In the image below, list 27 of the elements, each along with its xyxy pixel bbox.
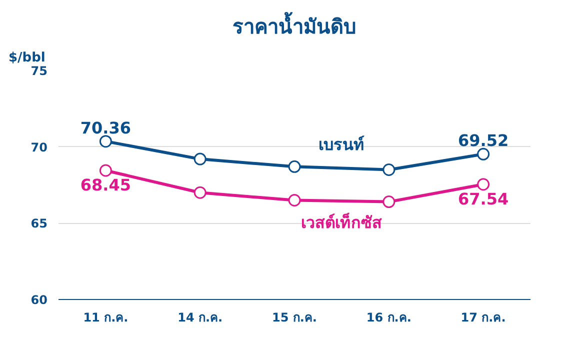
x-tick-label: 14 ก.ค. [178,310,223,324]
x-tick-label: 16 ก.ค. [366,310,412,324]
point [99,135,112,148]
point [288,160,301,173]
point [194,152,206,166]
point [382,196,396,208]
data-label: 70.36 [80,118,132,138]
point [194,186,206,199]
point [477,148,490,160]
y-tick-label: 65 [30,216,48,231]
x-tick-label: 11 ก.ค. [83,310,128,324]
y-tick-label: 70 [30,140,48,154]
x-tick-label: 15 ก.ค. [272,310,318,324]
point [288,194,301,207]
series-label: เบรนท์ [318,135,365,154]
point [382,163,396,176]
data-label: 68.45 [80,175,132,194]
point [99,164,112,177]
y-tick-label: 60 [30,293,48,307]
y-axis-title: $/bbl [8,50,46,66]
x-tick-label: 17 ก.ค. [460,310,506,324]
series-label: เวสต์เท็กซัส [301,211,382,232]
y-tick-label: 75 [30,64,48,78]
point [477,178,490,191]
data-label: 67.54 [458,189,509,208]
chart-title: ราคาน้ำมันดิบ [232,12,356,38]
data-label: 69.52 [458,131,509,150]
